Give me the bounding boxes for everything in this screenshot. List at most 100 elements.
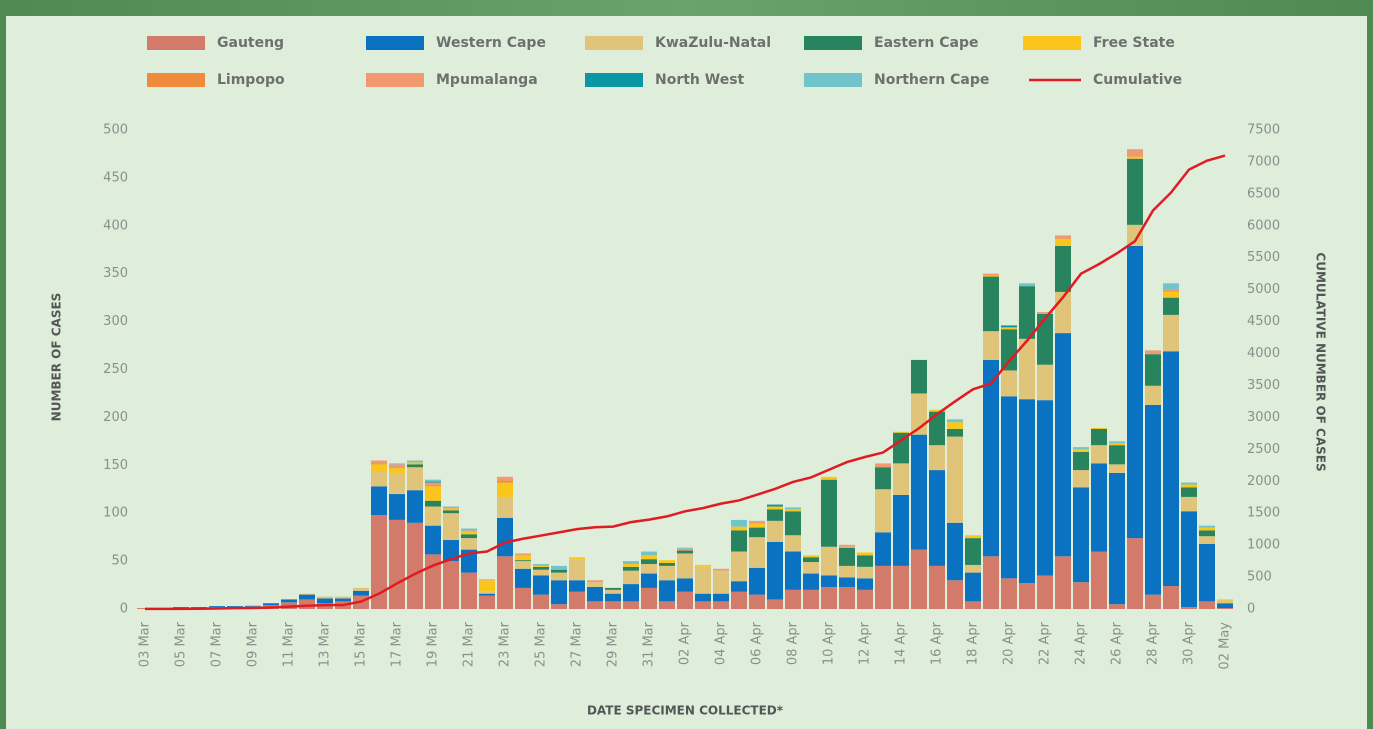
bar-segment bbox=[335, 598, 351, 602]
bar-segment bbox=[605, 593, 621, 602]
y2-tick-label: 4000 bbox=[1247, 346, 1280, 361]
y2-tick-label: 6500 bbox=[1247, 186, 1280, 201]
bar-segment bbox=[1199, 543, 1215, 602]
bar-segment bbox=[461, 530, 477, 532]
bar-segment bbox=[1109, 443, 1125, 446]
x-tick-label: 20 Apr bbox=[1002, 621, 1017, 665]
bar-segment bbox=[767, 541, 783, 600]
bar-segment bbox=[533, 566, 549, 570]
bar-segment bbox=[749, 567, 765, 595]
bar-segment bbox=[1091, 551, 1107, 609]
bar-segment bbox=[965, 601, 981, 609]
bar-segment bbox=[695, 593, 711, 602]
bar-segment bbox=[911, 359, 927, 394]
bar-segment bbox=[443, 561, 459, 609]
bar-segment bbox=[443, 508, 459, 511]
y2-tick-label: 3000 bbox=[1247, 410, 1280, 425]
bar-segment bbox=[245, 605, 261, 607]
bar-segment bbox=[749, 520, 765, 522]
bar-segment bbox=[1019, 283, 1035, 287]
bar-segment bbox=[893, 463, 909, 495]
legend-swatch bbox=[366, 73, 424, 87]
bar-segment bbox=[209, 606, 225, 608]
bar-segment bbox=[767, 599, 783, 609]
x-tick-label: 03 Mar bbox=[138, 621, 153, 667]
bar-segment bbox=[623, 584, 639, 602]
bar-segment bbox=[1073, 487, 1089, 583]
bar-segment bbox=[875, 489, 891, 533]
y2-tick-label: 7000 bbox=[1247, 154, 1280, 169]
bar-segment bbox=[695, 566, 711, 594]
bar-segment bbox=[497, 556, 513, 609]
x-tick-label: 02 May bbox=[1218, 622, 1233, 670]
x-tick-label: 10 Apr bbox=[822, 621, 837, 665]
bar-segment bbox=[803, 573, 819, 590]
bar-segment bbox=[857, 589, 873, 609]
bar-segment bbox=[605, 589, 621, 594]
legend-swatch bbox=[585, 36, 643, 50]
bar-segment bbox=[425, 485, 441, 487]
bar-segment bbox=[443, 506, 459, 508]
bar-segment bbox=[479, 591, 495, 594]
bar-segment bbox=[1217, 599, 1233, 601]
bar-segment bbox=[551, 580, 567, 605]
bar-segment bbox=[1109, 464, 1125, 473]
bar-segment bbox=[515, 553, 531, 556]
bar-segment bbox=[569, 557, 585, 560]
bar-segment bbox=[839, 547, 855, 566]
bar-segment bbox=[515, 561, 531, 569]
bar-segment bbox=[1055, 239, 1071, 246]
bar-segment bbox=[551, 572, 567, 581]
x-tick-label: 26 Apr bbox=[1110, 621, 1125, 665]
legend-label: Gauteng bbox=[217, 35, 284, 51]
y-tick-label: 50 bbox=[111, 554, 128, 569]
bar-segment bbox=[407, 462, 423, 465]
legend-label: Northern Cape bbox=[874, 72, 989, 88]
y-tick-label: 300 bbox=[103, 314, 128, 329]
bar-segment bbox=[1163, 291, 1179, 298]
bar-segment bbox=[857, 555, 873, 567]
y2-tick-label: 2500 bbox=[1247, 442, 1280, 457]
bar-segment bbox=[515, 568, 531, 588]
bar-segment bbox=[677, 550, 693, 554]
bar-segment bbox=[1091, 445, 1107, 464]
x-tick-label: 14 Apr bbox=[894, 621, 909, 665]
bar-segment bbox=[1001, 370, 1017, 397]
x-tick-label: 11 Mar bbox=[282, 621, 297, 667]
bar-segment bbox=[1145, 350, 1161, 355]
bar-segment bbox=[1055, 556, 1071, 609]
bar-segment bbox=[1163, 297, 1179, 315]
bar-segment bbox=[659, 580, 675, 602]
bar-segment bbox=[389, 467, 405, 469]
bar-segment bbox=[173, 607, 189, 609]
bar-segment bbox=[929, 445, 945, 471]
bar-segment bbox=[551, 569, 567, 573]
y-axis-title: NUMBER OF CASES bbox=[50, 293, 64, 422]
bar-segment bbox=[407, 464, 423, 468]
bar-segment bbox=[1145, 385, 1161, 405]
bar-segment bbox=[461, 531, 477, 535]
bar-segment bbox=[983, 359, 999, 557]
y2-tick-label: 500 bbox=[1247, 570, 1272, 585]
x-tick-label: 23 Mar bbox=[498, 621, 513, 667]
bar-segment bbox=[1037, 313, 1053, 365]
bar-segment bbox=[1001, 578, 1017, 609]
bar-segment bbox=[929, 470, 945, 566]
bar-segment bbox=[569, 559, 585, 581]
bar-segment bbox=[947, 419, 963, 423]
x-tick-label: 04 Apr bbox=[714, 621, 729, 665]
bar-segment bbox=[731, 530, 747, 552]
bar-segment bbox=[623, 563, 639, 567]
x-tick-label: 18 Apr bbox=[966, 621, 981, 665]
bar-segment bbox=[1091, 427, 1107, 429]
bar-segment bbox=[749, 523, 765, 528]
bar-segment bbox=[443, 540, 459, 562]
bar-segment bbox=[533, 565, 549, 567]
bar-segment bbox=[551, 604, 567, 609]
bar-segment bbox=[839, 544, 855, 547]
bar-segment bbox=[659, 565, 675, 581]
bar-segment bbox=[371, 463, 387, 465]
bar-segment bbox=[1073, 451, 1089, 471]
bar-segment bbox=[803, 589, 819, 609]
bar-segment bbox=[263, 603, 279, 606]
